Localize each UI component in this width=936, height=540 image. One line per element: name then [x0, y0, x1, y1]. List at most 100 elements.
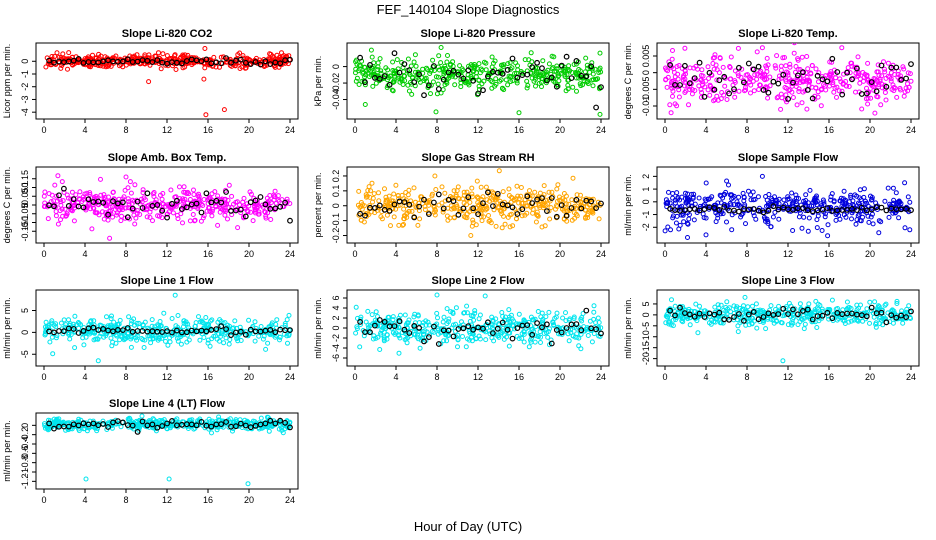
x-tick-label: 0: [41, 125, 46, 135]
data-point: [157, 319, 163, 324]
data-point: [355, 315, 360, 321]
data-point: [444, 306, 450, 312]
data-point: [483, 184, 489, 190]
data-point: [516, 311, 522, 317]
reference-point: [548, 340, 555, 347]
reference-point: [56, 192, 62, 199]
data-point: [887, 319, 893, 325]
data-point: [72, 345, 78, 351]
data-point: [133, 335, 139, 341]
data-point: [551, 322, 557, 328]
data-point: [588, 208, 594, 214]
data-point: [191, 187, 196, 193]
y-tick-label: 5: [20, 308, 30, 313]
data-point: [727, 65, 733, 70]
data-point: [476, 316, 482, 322]
data-point: [396, 315, 402, 321]
reference-point: [539, 65, 545, 72]
data-point: [822, 214, 828, 220]
data-point: [793, 192, 799, 198]
y-tick-label: 0: [331, 325, 341, 330]
reference-point: [775, 311, 782, 318]
data-point: [754, 76, 760, 82]
data-point: [59, 179, 65, 185]
data-point: [803, 192, 809, 198]
data-point: [126, 314, 132, 320]
x-tick-label: 20: [244, 249, 254, 259]
reference-point: [558, 62, 565, 69]
data-point: [562, 74, 568, 79]
reference-point: [144, 57, 151, 64]
data-point: [728, 76, 734, 82]
reference-point: [51, 59, 57, 66]
data-point: [277, 337, 282, 343]
data-point: [207, 208, 213, 214]
data-point: [756, 87, 762, 92]
data-point: [831, 89, 837, 95]
data-point: [508, 66, 513, 72]
data-point: [521, 329, 527, 335]
data-point: [271, 328, 277, 334]
data-point: [778, 106, 784, 112]
panel-title: Slope Li-820 CO2: [122, 28, 212, 40]
data-point: [474, 178, 480, 184]
data-point: [175, 216, 181, 222]
data-point: [92, 210, 98, 216]
reference-point: [499, 70, 506, 77]
data-point: [670, 191, 676, 196]
x-tick-label: 8: [123, 249, 128, 259]
data-point: [229, 204, 235, 210]
data-point: [519, 213, 525, 219]
data-point: [554, 310, 560, 316]
x-tick-label: 0: [352, 249, 357, 259]
y-axis-label: degrees C per min.: [2, 167, 12, 244]
points-group: [663, 43, 914, 116]
data-point: [687, 322, 693, 328]
reference-point: [598, 200, 604, 207]
data-point: [535, 334, 541, 340]
data-point: [712, 52, 718, 58]
x-tick-label: 16: [203, 372, 213, 382]
data-point: [209, 418, 215, 424]
panel-4: Slope Amb. Box Temp.degrees C per min.0 4…: [2, 152, 299, 259]
reference-point: [819, 312, 826, 319]
data-point: [147, 215, 153, 220]
data-point: [597, 50, 603, 56]
data-point: [181, 324, 186, 330]
x-tick-label: 8: [744, 372, 749, 382]
data-point: [459, 319, 464, 325]
data-point: [766, 192, 772, 197]
data-point: [785, 322, 791, 328]
data-point: [252, 338, 258, 344]
reference-point: [701, 206, 708, 213]
reference-point: [711, 86, 718, 93]
data-point: [516, 336, 522, 341]
data-point: [747, 76, 753, 82]
reference-point: [372, 322, 378, 329]
data-point: [553, 68, 559, 74]
data-point: [353, 304, 359, 310]
y-tick-label: -0.4: [20, 436, 30, 452]
reference-point: [124, 325, 131, 331]
reference-point: [539, 324, 545, 331]
reference-point: [149, 59, 156, 65]
data-point: [728, 309, 734, 315]
reference-point: [804, 86, 811, 93]
data-point: [794, 102, 800, 108]
data-point: [492, 83, 498, 89]
reference-point: [465, 323, 472, 330]
data-point: [182, 196, 188, 202]
data-point: [406, 317, 412, 323]
x-tick-label: 16: [203, 249, 213, 259]
data-point: [476, 78, 482, 83]
data-point: [499, 225, 505, 231]
data-point: [739, 212, 745, 218]
y-axis-label: ml/min per min.: [2, 420, 12, 482]
data-point: [674, 190, 680, 196]
data-point: [65, 66, 70, 72]
y-axis-label: ml/min per min.: [623, 174, 633, 236]
data-point: [487, 331, 493, 337]
data-point: [422, 207, 428, 213]
x-tick-label: 12: [473, 249, 483, 259]
